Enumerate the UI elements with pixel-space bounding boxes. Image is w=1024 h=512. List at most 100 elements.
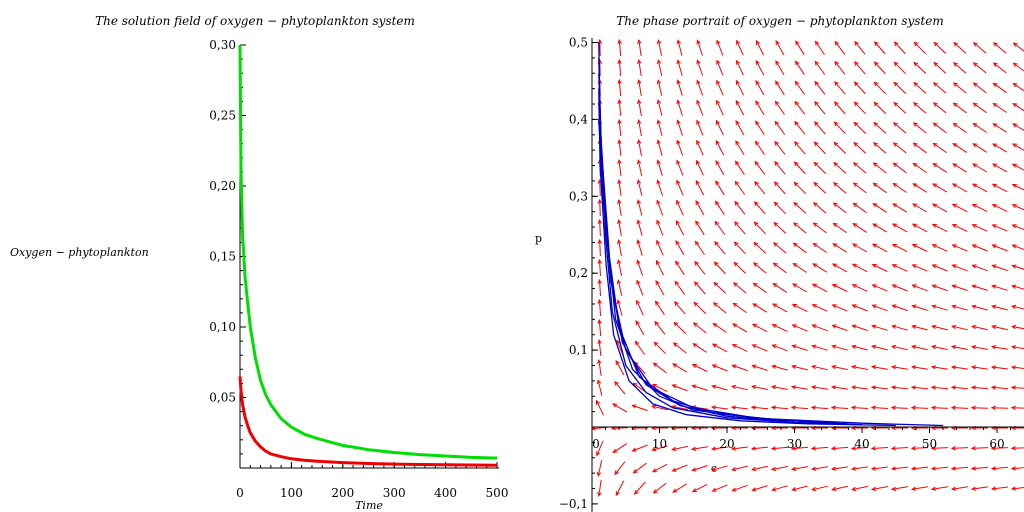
left-x-tick-label: 400 <box>434 486 457 500</box>
field-arrow <box>933 42 947 54</box>
field-arrow <box>632 404 648 412</box>
field-arrowhead <box>932 142 938 148</box>
field-arrow <box>672 464 688 472</box>
field-arrow <box>832 386 848 390</box>
field-arrow <box>912 366 928 370</box>
field-arrowhead <box>652 489 658 494</box>
field-arrowhead <box>970 466 976 471</box>
field-arrowhead <box>716 79 721 85</box>
field-arrowhead <box>753 201 759 206</box>
field-arrow <box>932 223 948 233</box>
field-arrow <box>832 324 848 332</box>
field-arrow <box>735 100 745 116</box>
field-arrowhead <box>813 202 818 207</box>
field-arrow <box>991 466 1009 470</box>
field-arrowhead <box>794 60 800 66</box>
field-arrow <box>772 466 788 470</box>
field-arrow <box>973 82 987 94</box>
field-arrowhead <box>952 122 958 128</box>
field-arrow <box>852 304 868 312</box>
field-arrow <box>1012 265 1024 270</box>
field-arrow <box>912 264 928 272</box>
field-arrow <box>618 119 622 137</box>
field-arrow <box>713 282 727 294</box>
field-arrow <box>736 40 744 56</box>
field-arrow <box>618 200 622 216</box>
field-arrowhead <box>991 183 997 188</box>
field-arrow <box>893 102 907 114</box>
field-arrow <box>677 40 683 56</box>
field-arrowhead <box>711 343 718 348</box>
field-arrowhead <box>930 486 937 491</box>
trajectory-group <box>598 42 944 427</box>
field-arrowhead <box>811 486 817 492</box>
field-arrowhead <box>992 163 998 168</box>
field-arrowhead <box>617 98 622 104</box>
field-arrowhead <box>775 40 780 46</box>
field-arrow <box>933 142 947 154</box>
field-arrowhead <box>731 466 737 472</box>
field-arrow <box>831 446 849 450</box>
field-arrowhead <box>714 240 719 246</box>
field-arrow <box>772 365 788 371</box>
field-arrowhead <box>773 181 779 187</box>
field-arrow <box>932 366 948 370</box>
field-arrow <box>697 40 703 56</box>
field-arrow <box>1012 305 1024 310</box>
field-arrowhead <box>852 243 858 248</box>
field-arrowhead <box>813 161 819 167</box>
field-arrowhead <box>812 263 818 268</box>
field-arrowhead <box>675 219 680 225</box>
field-arrow <box>653 362 667 374</box>
field-arrowhead <box>636 159 642 165</box>
field-arrow <box>1012 366 1024 370</box>
field-arrowhead <box>774 100 780 106</box>
field-arrow <box>813 182 827 194</box>
field-arrowhead <box>1011 224 1017 229</box>
field-arrowhead <box>851 324 857 329</box>
field-arrowhead <box>710 405 717 410</box>
field-arrow <box>972 163 988 173</box>
field-arrowhead <box>734 200 739 206</box>
field-arrow <box>637 200 643 216</box>
field-arrow <box>677 120 683 136</box>
field-arrow <box>732 465 748 471</box>
field-arrowhead <box>813 181 819 187</box>
field-arrow <box>812 304 828 312</box>
field-arrowhead <box>676 79 681 85</box>
field-arrowhead <box>794 80 800 86</box>
field-arrowhead <box>910 466 916 471</box>
field-arrowhead <box>596 399 601 405</box>
field-arrow <box>852 466 868 470</box>
field-arrow <box>852 263 868 273</box>
field-arrowhead <box>712 322 718 328</box>
field-arrow <box>854 101 866 115</box>
field-arrow <box>734 181 746 195</box>
field-arrowhead <box>755 59 760 65</box>
field-arrowhead <box>933 82 938 87</box>
field-arrow <box>972 325 988 331</box>
field-arrow <box>1012 204 1024 211</box>
field-arrow <box>832 345 848 351</box>
field-arrowhead <box>933 41 939 47</box>
field-arrowhead <box>793 201 799 207</box>
right-x-tick-label: 50 <box>922 437 937 451</box>
field-arrow <box>618 140 622 156</box>
field-arrowhead <box>1011 184 1017 188</box>
field-arrowhead <box>1011 204 1017 209</box>
field-arrow <box>894 61 906 75</box>
field-arrow <box>852 485 868 491</box>
field-arrowhead <box>774 140 779 146</box>
field-arrowhead <box>972 62 978 67</box>
left-x-tick-label: 500 <box>486 486 509 500</box>
field-arrow <box>652 383 668 393</box>
field-arrowhead <box>696 139 701 145</box>
field-arrow <box>598 319 602 337</box>
field-arrowhead <box>833 101 839 107</box>
field-arrowhead <box>637 58 642 65</box>
field-arrowhead <box>713 261 719 267</box>
right-x-tick-label: 10 <box>652 437 667 451</box>
field-arrow <box>716 120 724 136</box>
field-arrow <box>716 80 724 96</box>
